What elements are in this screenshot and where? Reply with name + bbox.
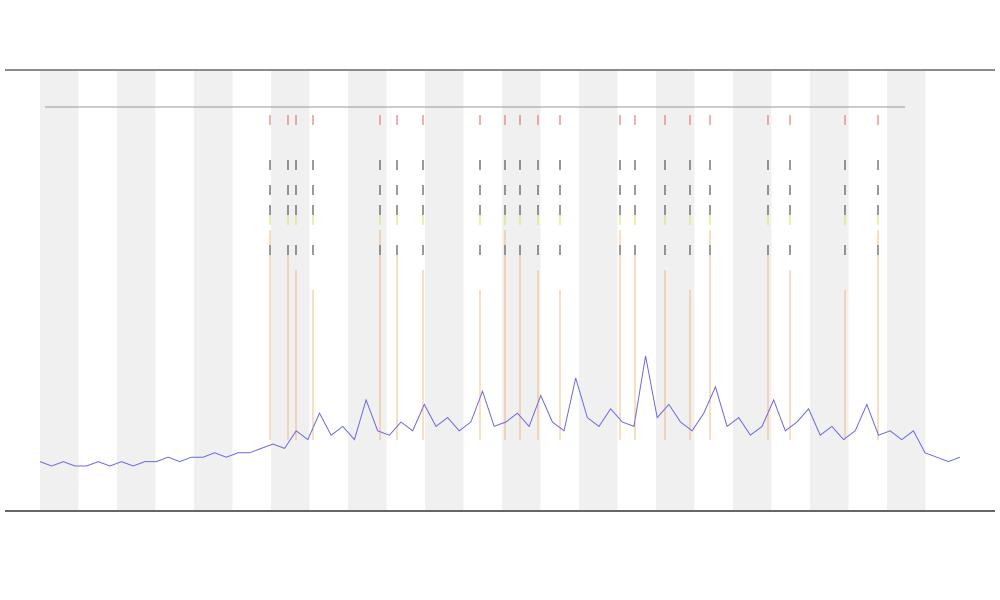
band xyxy=(40,71,79,510)
data-line xyxy=(39,355,961,467)
band xyxy=(656,71,695,510)
band xyxy=(810,71,849,510)
background-bands xyxy=(40,71,926,510)
band xyxy=(733,71,772,510)
band xyxy=(348,71,387,510)
band xyxy=(502,71,541,510)
spike-decorations xyxy=(269,115,879,440)
band xyxy=(579,71,618,510)
band xyxy=(425,71,464,510)
band xyxy=(194,71,233,510)
band xyxy=(887,71,926,510)
band xyxy=(271,71,310,510)
band xyxy=(117,71,156,510)
